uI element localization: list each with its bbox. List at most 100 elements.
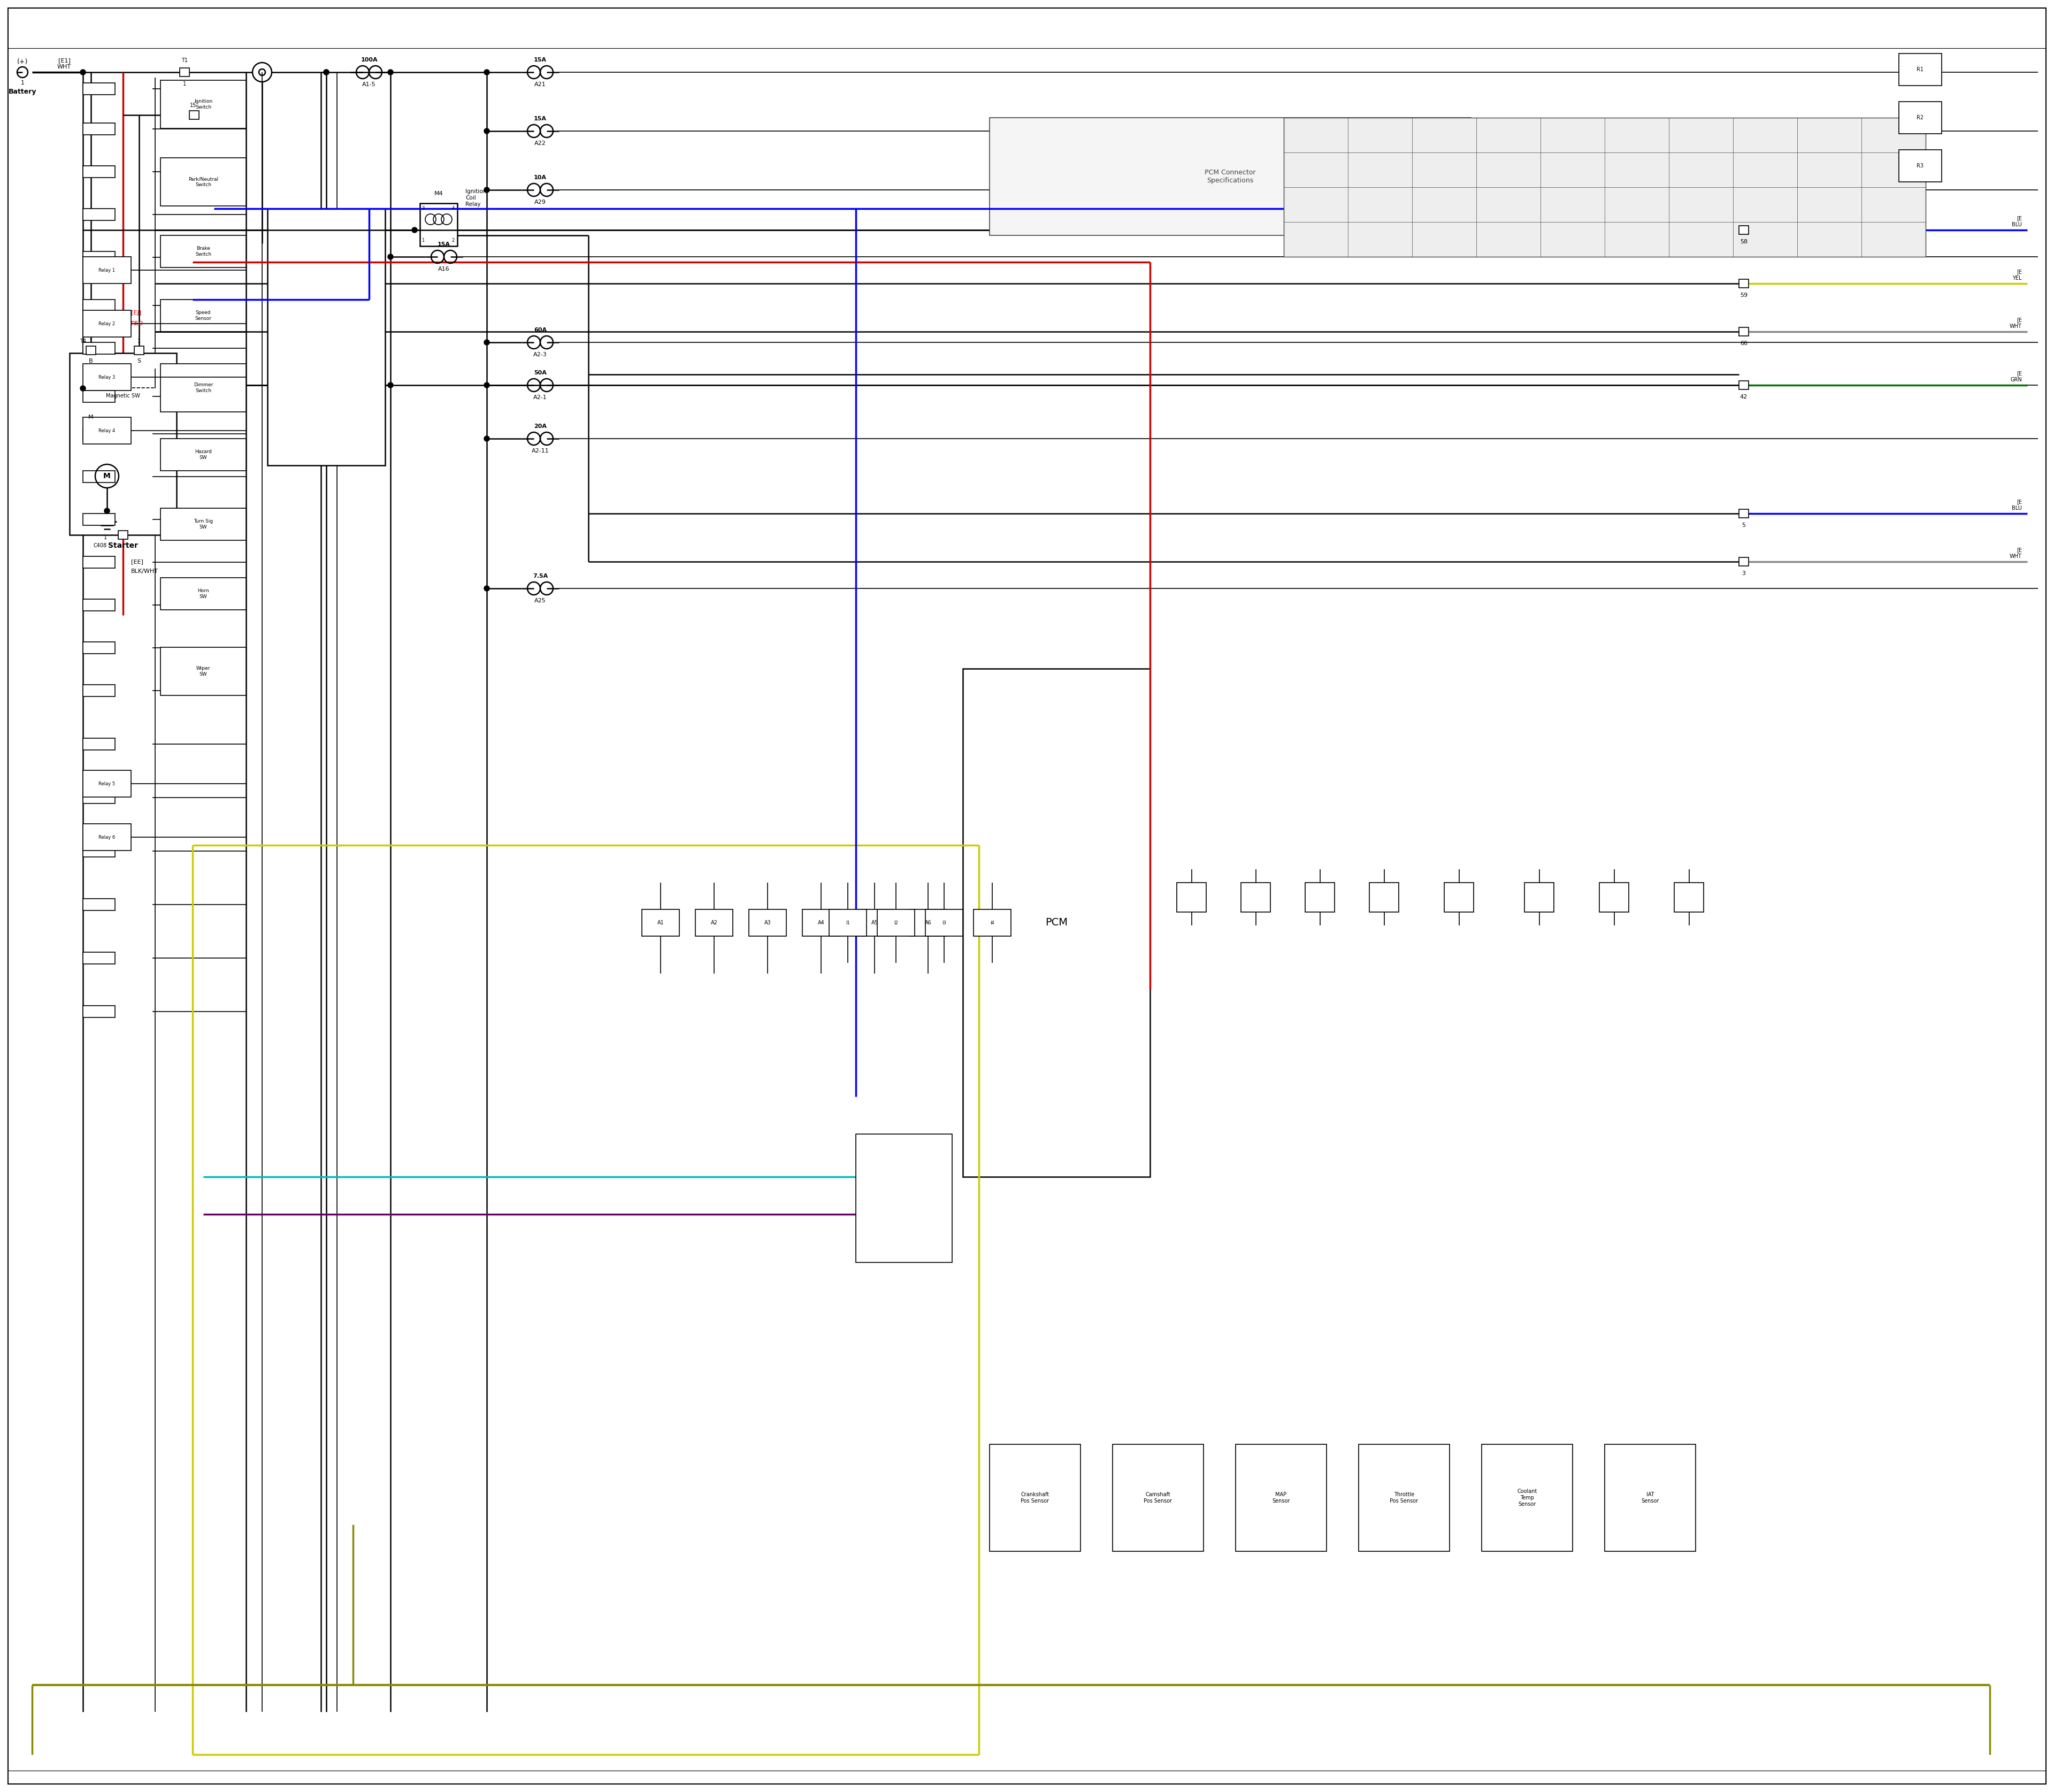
- Text: IAT
Sensor: IAT Sensor: [1641, 1493, 1660, 1503]
- Bar: [82, 82, 115, 95]
- Text: I4: I4: [990, 921, 994, 925]
- Bar: [990, 118, 1471, 235]
- Bar: [830, 909, 867, 935]
- Text: A6: A6: [924, 919, 930, 925]
- Bar: [160, 235, 246, 267]
- Bar: [82, 418, 131, 444]
- Bar: [1600, 883, 1629, 912]
- Text: A25: A25: [534, 599, 546, 604]
- Bar: [82, 471, 115, 482]
- Text: Relay 2: Relay 2: [99, 321, 115, 326]
- Bar: [1740, 382, 1748, 389]
- Bar: [1304, 883, 1335, 912]
- Circle shape: [485, 586, 489, 591]
- Bar: [160, 299, 246, 332]
- Text: Magnetic SW: Magnetic SW: [107, 392, 140, 398]
- Text: M4: M4: [433, 192, 444, 197]
- Bar: [974, 909, 1011, 935]
- Text: A2-11: A2-11: [532, 448, 548, 453]
- Text: YEL: YEL: [2013, 276, 2021, 281]
- Text: Hazard
SW: Hazard SW: [195, 450, 212, 461]
- Text: Coolant
Temp
Sensor: Coolant Temp Sensor: [1518, 1489, 1536, 1507]
- Text: 4: 4: [452, 206, 454, 211]
- Text: 60A: 60A: [534, 328, 546, 333]
- Text: Speed
Sensor: Speed Sensor: [195, 310, 212, 321]
- Bar: [696, 909, 733, 935]
- Bar: [1113, 1444, 1204, 1552]
- Text: 59: 59: [1740, 292, 1748, 297]
- Bar: [160, 439, 246, 471]
- Bar: [82, 824, 131, 851]
- Bar: [86, 346, 97, 355]
- Bar: [963, 668, 1150, 1177]
- Bar: [82, 599, 115, 611]
- Text: 50A: 50A: [534, 371, 546, 376]
- Text: 1: 1: [21, 81, 25, 86]
- Text: 10A: 10A: [534, 176, 546, 181]
- Bar: [82, 208, 115, 220]
- Bar: [857, 909, 893, 935]
- Text: A1: A1: [657, 919, 663, 925]
- Bar: [82, 642, 115, 654]
- Text: A29: A29: [534, 199, 546, 204]
- Bar: [82, 898, 115, 910]
- Text: BLK/WHT: BLK/WHT: [131, 568, 158, 573]
- Text: [E: [E: [2017, 215, 2021, 220]
- Bar: [1604, 1444, 1697, 1552]
- Text: 15: 15: [189, 102, 197, 108]
- Circle shape: [485, 129, 489, 134]
- Bar: [82, 846, 115, 857]
- Bar: [857, 1134, 953, 1262]
- Text: [E: [E: [2017, 269, 2021, 274]
- Bar: [160, 158, 246, 206]
- Text: M: M: [88, 414, 94, 419]
- Circle shape: [80, 70, 86, 75]
- Text: Relay 5: Relay 5: [99, 781, 115, 787]
- Bar: [82, 342, 115, 355]
- Bar: [82, 256, 131, 283]
- Text: BLU: BLU: [2011, 222, 2021, 228]
- Text: 5: 5: [1742, 523, 1746, 529]
- Text: 58: 58: [1740, 238, 1748, 244]
- Text: WHT: WHT: [2009, 324, 2021, 330]
- Bar: [160, 364, 246, 412]
- Text: B: B: [88, 358, 92, 364]
- Text: R3: R3: [1916, 163, 1925, 168]
- Text: 1: 1: [88, 339, 92, 344]
- Bar: [181, 68, 189, 77]
- Text: Turn Sig
SW: Turn Sig SW: [193, 520, 214, 529]
- Text: C408: C408: [94, 543, 107, 548]
- Text: Ignition
Switch: Ignition Switch: [193, 99, 212, 109]
- Circle shape: [485, 186, 489, 192]
- Bar: [82, 167, 115, 177]
- Text: Relay 6: Relay 6: [99, 835, 115, 840]
- Text: Battery: Battery: [8, 88, 37, 95]
- Text: R2: R2: [1916, 115, 1925, 120]
- Text: 20A: 20A: [534, 423, 546, 428]
- Circle shape: [105, 509, 109, 514]
- Bar: [160, 509, 246, 539]
- Bar: [877, 909, 914, 935]
- Text: [E: [E: [2017, 371, 2021, 376]
- Bar: [1674, 883, 1703, 912]
- Text: Crankshaft
Pos Sensor: Crankshaft Pos Sensor: [1021, 1493, 1050, 1503]
- Circle shape: [325, 70, 329, 75]
- Text: 3: 3: [421, 206, 425, 211]
- Text: 15A: 15A: [438, 242, 450, 247]
- Text: Dimmer
Switch: Dimmer Switch: [193, 383, 214, 392]
- Bar: [82, 685, 115, 697]
- Text: Brake
Switch: Brake Switch: [195, 246, 212, 256]
- Text: 42: 42: [1740, 394, 1748, 400]
- Text: 1: 1: [103, 536, 107, 539]
- Bar: [119, 530, 127, 539]
- Bar: [1898, 54, 1941, 86]
- Text: Starter: Starter: [109, 541, 138, 550]
- Text: Horn
SW: Horn SW: [197, 588, 210, 599]
- Bar: [1444, 883, 1473, 912]
- Text: Relay 3: Relay 3: [99, 375, 115, 380]
- Text: 1: 1: [138, 339, 142, 344]
- Bar: [82, 124, 115, 134]
- Bar: [82, 771, 131, 797]
- Bar: [82, 738, 115, 751]
- Text: MAP
Sensor: MAP Sensor: [1271, 1493, 1290, 1503]
